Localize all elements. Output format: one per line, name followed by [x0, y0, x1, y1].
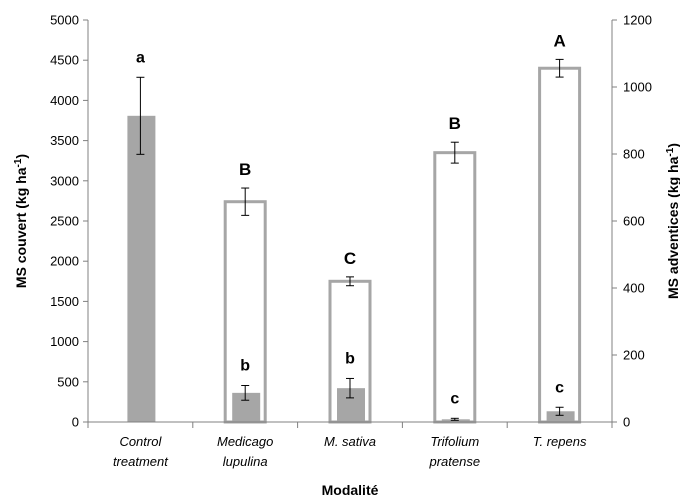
- left-tick-label: 1500: [50, 294, 79, 309]
- left-tick-label: 2000: [50, 254, 79, 269]
- right-tick-label: 200: [623, 348, 645, 363]
- left-tick-label: 1000: [50, 334, 79, 349]
- right-tick-label: 1000: [623, 80, 652, 95]
- weed-significance-label: c: [555, 379, 564, 396]
- right-tick-label: 1200: [623, 13, 652, 28]
- left-y-axis-title: MS couvert (kg ha-1): [13, 154, 30, 288]
- cover-significance-label: B: [449, 114, 461, 133]
- category-label: treatment: [113, 454, 169, 469]
- category-label: Medicago: [217, 434, 273, 449]
- cover-bar-outline: [538, 66, 582, 424]
- left-tick-label: 2500: [50, 214, 79, 229]
- category-label: pratense: [429, 454, 481, 469]
- cover-bar-outline: [433, 151, 477, 424]
- left-tick-label: 3500: [50, 133, 79, 148]
- weed-significance-label: a: [136, 49, 145, 66]
- right-y-axis-title: MS adventices (kg ha-1): [665, 143, 680, 299]
- weed-significance-label: b: [240, 357, 250, 374]
- category-label: T. repens: [533, 434, 587, 449]
- left-tick-label: 4000: [50, 93, 79, 108]
- right-tick-label: 600: [623, 214, 645, 229]
- left-tick-label: 3000: [50, 173, 79, 188]
- right-tick-label: 0: [623, 415, 630, 430]
- category-label: Control: [119, 434, 162, 449]
- left-tick-label: 5000: [50, 13, 79, 28]
- left-tick-label: 4500: [50, 53, 79, 68]
- cover-significance-label: A: [553, 31, 565, 50]
- cover-significance-label: B: [239, 160, 251, 179]
- left-tick-label: 0: [72, 415, 79, 430]
- weed-bar: [232, 392, 261, 422]
- x-axis-title: Modalité: [322, 482, 379, 498]
- category-label: Trifolium: [430, 434, 479, 449]
- category-label: M. sativa: [324, 434, 376, 449]
- weed-bar: [546, 411, 575, 422]
- category-label: lupulina: [223, 454, 268, 469]
- left-tick-label: 500: [57, 374, 79, 389]
- weed-significance-label: b: [345, 350, 355, 367]
- weed-significance-label: c: [450, 390, 459, 407]
- weed-bar: [127, 115, 156, 422]
- right-tick-label: 400: [623, 281, 645, 296]
- cover-significance-label: C: [344, 249, 356, 268]
- weed-bar: [337, 388, 365, 422]
- right-tick-label: 800: [623, 147, 645, 162]
